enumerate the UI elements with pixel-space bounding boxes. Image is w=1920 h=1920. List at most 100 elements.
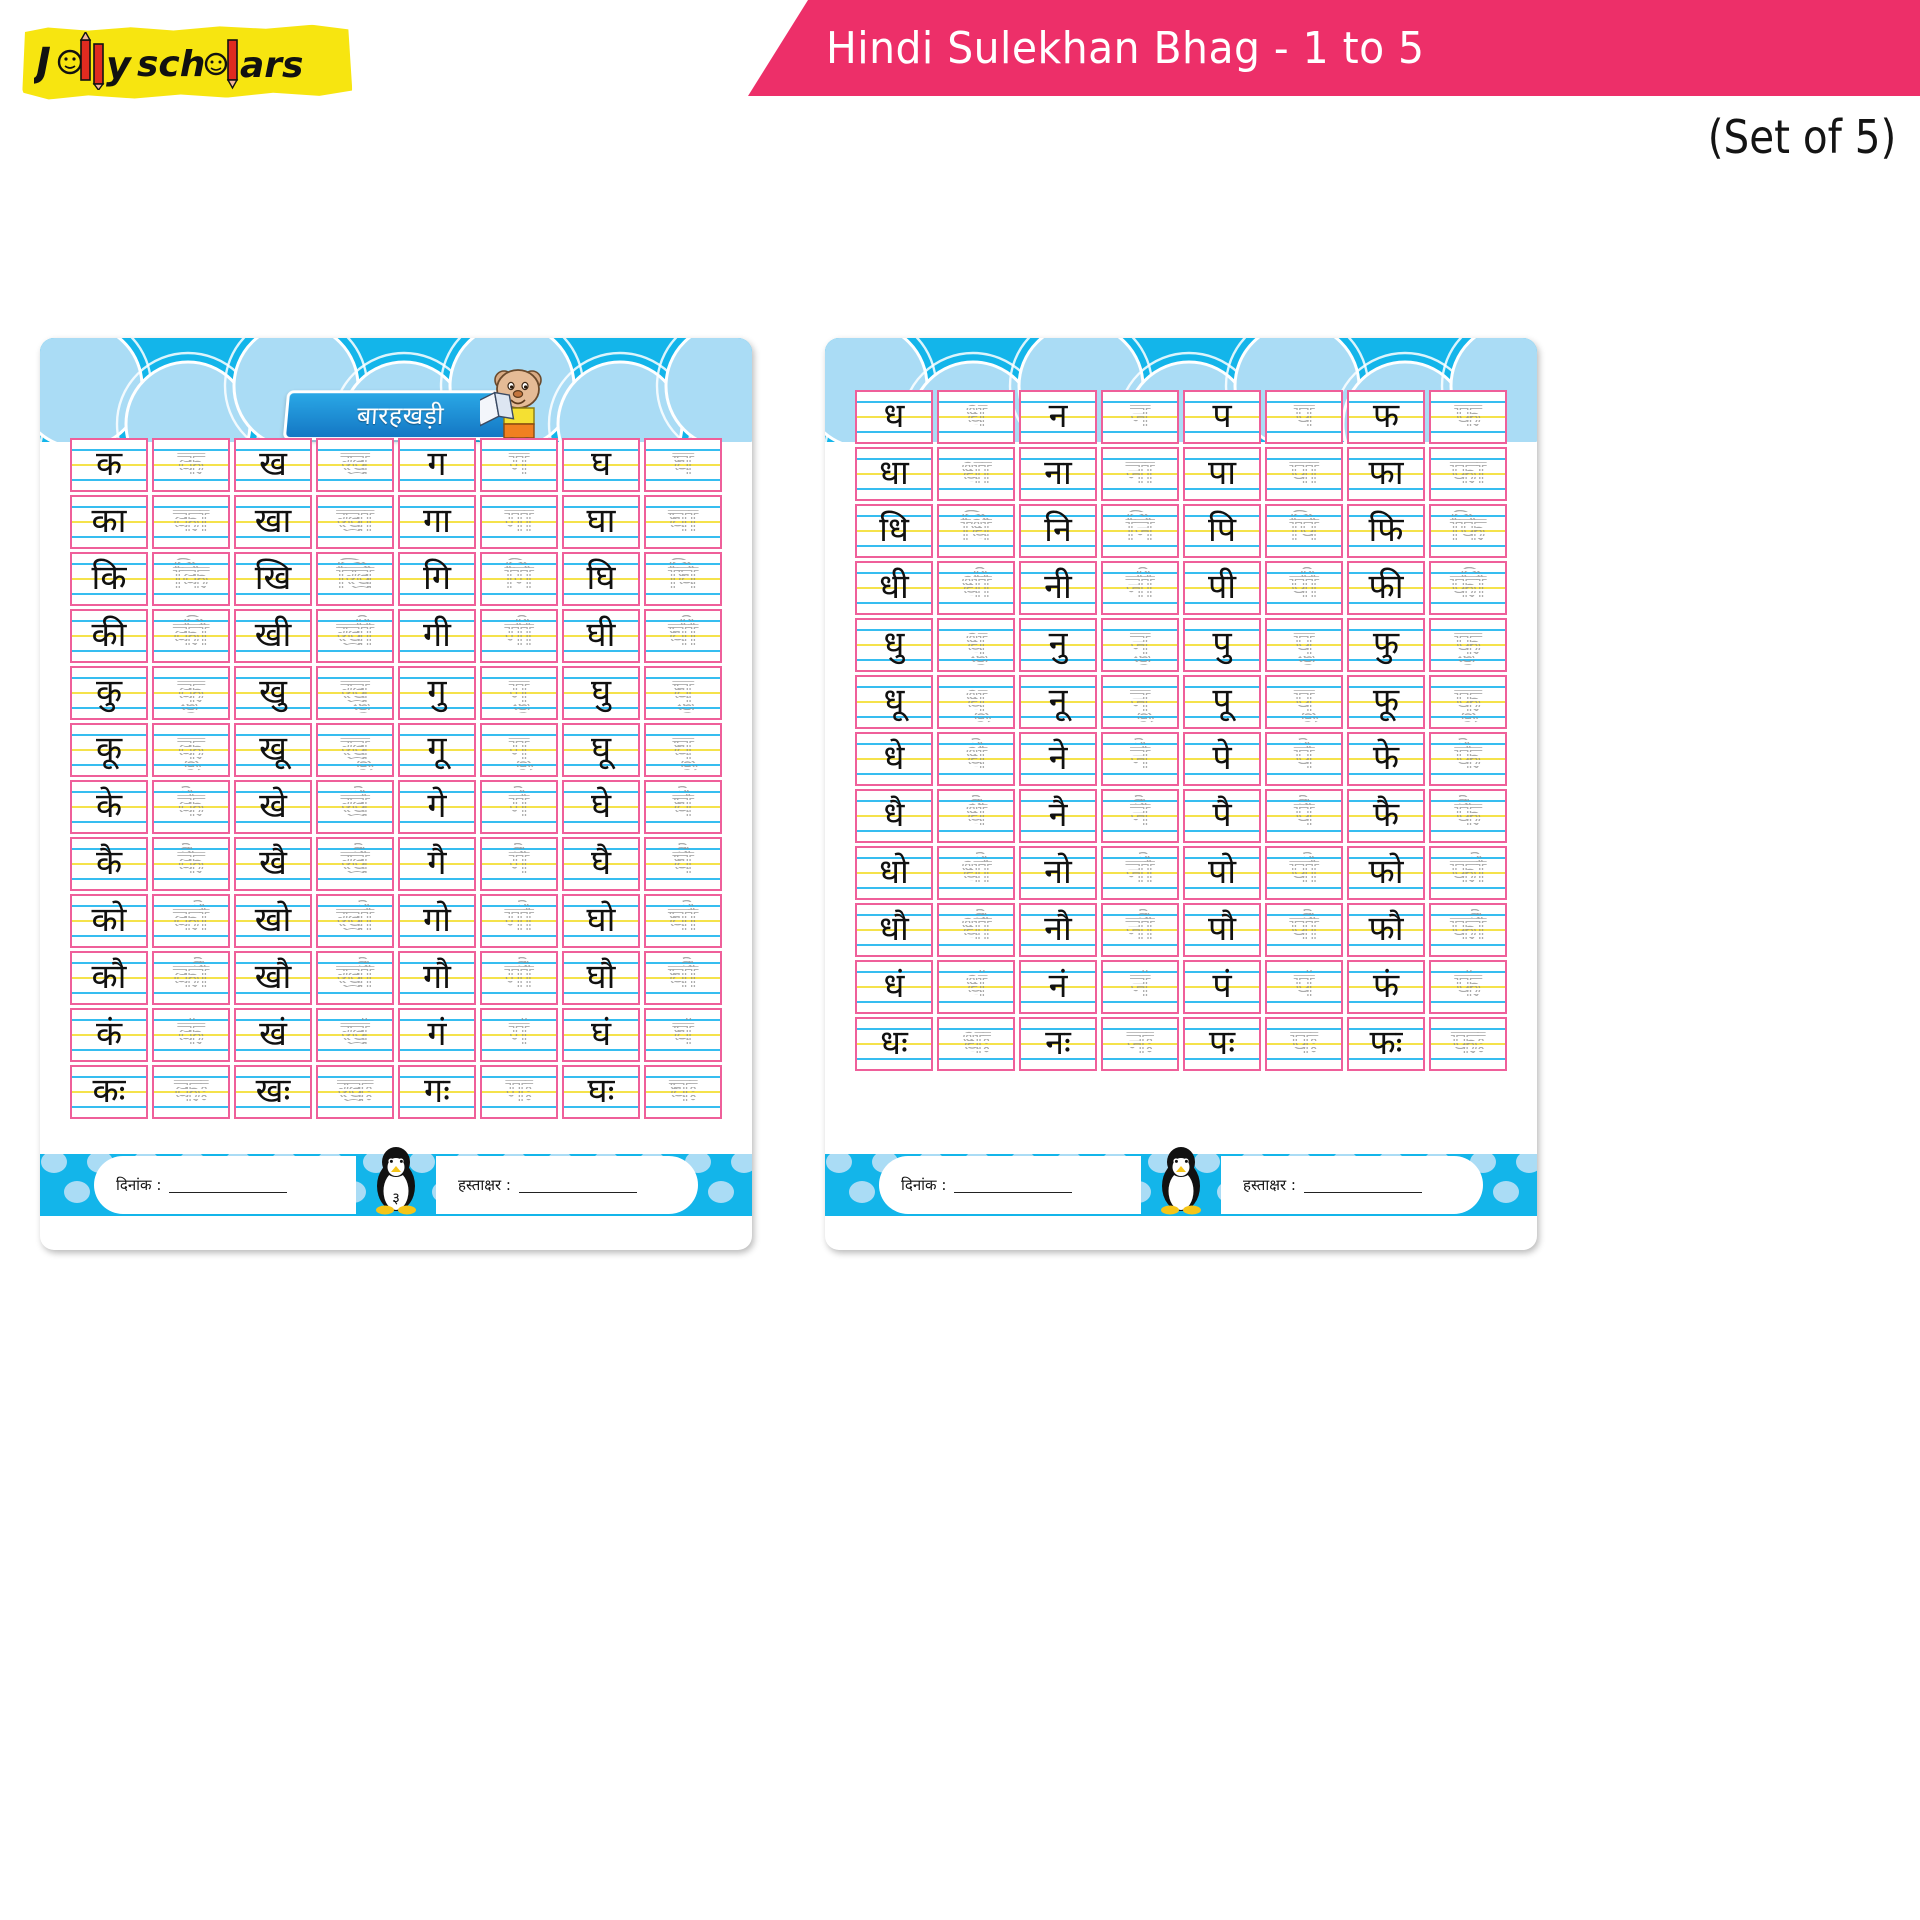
tracing-cell[interactable]: गै bbox=[480, 837, 558, 891]
tracing-cell[interactable]: गि bbox=[480, 552, 558, 606]
tracing-cell[interactable]: की bbox=[152, 609, 230, 663]
tracing-cell[interactable]: घो bbox=[644, 894, 722, 948]
tracing-cell[interactable]: फू bbox=[1429, 675, 1507, 729]
date-field-area[interactable]: दिनांक : bbox=[879, 1156, 1141, 1214]
tracing-cell[interactable]: खू bbox=[316, 723, 394, 777]
tracing-cell[interactable]: फौ bbox=[1429, 903, 1507, 957]
signature-field-area[interactable]: हस्ताक्षर : bbox=[1221, 1156, 1483, 1214]
tracing-cell[interactable]: धः bbox=[937, 1017, 1015, 1071]
signature-input-rule[interactable] bbox=[1303, 1178, 1422, 1193]
tracing-cell[interactable]: नी bbox=[1101, 561, 1179, 615]
tracing-cell[interactable]: खो bbox=[316, 894, 394, 948]
tracing-cell[interactable]: धै bbox=[937, 789, 1015, 843]
tracing-cell[interactable]: ग bbox=[480, 438, 558, 492]
tracing-cell[interactable]: घी bbox=[644, 609, 722, 663]
tracing-cell[interactable]: नू bbox=[1101, 675, 1179, 729]
tracing-cell[interactable]: पी bbox=[1265, 561, 1343, 615]
tracing-cell[interactable]: कू bbox=[152, 723, 230, 777]
tracing-cell[interactable]: फः bbox=[1429, 1017, 1507, 1071]
tracing-cell[interactable]: घ bbox=[644, 438, 722, 492]
tracing-cell[interactable]: नः bbox=[1101, 1017, 1179, 1071]
tracing-cell[interactable]: खं bbox=[316, 1008, 394, 1062]
tracing-cell[interactable]: धू bbox=[937, 675, 1015, 729]
tracing-cell[interactable]: को bbox=[152, 894, 230, 948]
tracing-cell[interactable]: फो bbox=[1429, 846, 1507, 900]
tracing-cell[interactable]: ना bbox=[1101, 447, 1179, 501]
tracing-cell[interactable]: पि bbox=[1265, 504, 1343, 558]
tracing-cell[interactable]: धो bbox=[937, 846, 1015, 900]
tracing-cell[interactable]: फा bbox=[1429, 447, 1507, 501]
tracing-cell[interactable]: फु bbox=[1429, 618, 1507, 672]
tracing-cell[interactable]: गः bbox=[480, 1065, 558, 1119]
tracing-cell[interactable]: घौ bbox=[644, 951, 722, 1005]
tracing-cell[interactable]: गु bbox=[480, 666, 558, 720]
tracing-cell[interactable]: घु bbox=[644, 666, 722, 720]
tracing-cell[interactable]: पु bbox=[1265, 618, 1343, 672]
tracing-cell[interactable]: ध bbox=[937, 390, 1015, 444]
tracing-cell[interactable]: खे bbox=[316, 780, 394, 834]
tracing-cell[interactable]: पै bbox=[1265, 789, 1343, 843]
tracing-cell[interactable]: गौ bbox=[480, 951, 558, 1005]
tracing-cell[interactable]: खः bbox=[316, 1065, 394, 1119]
tracing-cell[interactable]: गो bbox=[480, 894, 558, 948]
tracing-cell[interactable]: फि bbox=[1429, 504, 1507, 558]
tracing-cell[interactable]: नै bbox=[1101, 789, 1179, 843]
tracing-cell[interactable]: न bbox=[1101, 390, 1179, 444]
tracing-cell[interactable]: कि bbox=[152, 552, 230, 606]
tracing-cell[interactable]: धं bbox=[937, 960, 1015, 1014]
tracing-cell[interactable]: घू bbox=[644, 723, 722, 777]
tracing-cell[interactable]: फै bbox=[1429, 789, 1507, 843]
tracing-cell[interactable]: पं bbox=[1265, 960, 1343, 1014]
date-input-rule[interactable] bbox=[169, 1178, 288, 1193]
tracing-cell[interactable]: गं bbox=[480, 1008, 558, 1062]
tracing-cell[interactable]: गे bbox=[480, 780, 558, 834]
tracing-cell[interactable]: कौ bbox=[152, 951, 230, 1005]
tracing-cell[interactable]: खा bbox=[316, 495, 394, 549]
signature-field-area[interactable]: हस्ताक्षर : bbox=[436, 1156, 698, 1214]
tracing-cell[interactable]: कु bbox=[152, 666, 230, 720]
tracing-cell[interactable]: नु bbox=[1101, 618, 1179, 672]
date-input-rule[interactable] bbox=[954, 1178, 1073, 1193]
tracing-cell[interactable]: खि bbox=[316, 552, 394, 606]
tracing-cell[interactable]: फ bbox=[1429, 390, 1507, 444]
tracing-cell[interactable]: धा bbox=[937, 447, 1015, 501]
tracing-cell[interactable]: पू bbox=[1265, 675, 1343, 729]
tracing-cell[interactable]: धे bbox=[937, 732, 1015, 786]
tracing-cell[interactable]: पे bbox=[1265, 732, 1343, 786]
tracing-cell[interactable]: गू bbox=[480, 723, 558, 777]
tracing-cell[interactable]: घे bbox=[644, 780, 722, 834]
tracing-cell[interactable]: खौ bbox=[316, 951, 394, 1005]
tracing-cell[interactable]: धी bbox=[937, 561, 1015, 615]
tracing-cell[interactable]: कं bbox=[152, 1008, 230, 1062]
tracing-cell[interactable]: धु bbox=[937, 618, 1015, 672]
tracing-cell[interactable]: का bbox=[152, 495, 230, 549]
tracing-cell[interactable]: कै bbox=[152, 837, 230, 891]
tracing-cell[interactable]: नि bbox=[1101, 504, 1179, 558]
tracing-cell[interactable]: गा bbox=[480, 495, 558, 549]
tracing-cell[interactable]: कः bbox=[152, 1065, 230, 1119]
tracing-cell[interactable]: प bbox=[1265, 390, 1343, 444]
tracing-cell[interactable]: खु bbox=[316, 666, 394, 720]
tracing-cell[interactable]: धि bbox=[937, 504, 1015, 558]
tracing-cell[interactable]: नौ bbox=[1101, 903, 1179, 957]
tracing-cell[interactable]: फे bbox=[1429, 732, 1507, 786]
signature-input-rule[interactable] bbox=[518, 1178, 637, 1193]
tracing-cell[interactable]: नं bbox=[1101, 960, 1179, 1014]
tracing-cell[interactable]: घा bbox=[644, 495, 722, 549]
tracing-cell[interactable]: खी bbox=[316, 609, 394, 663]
tracing-cell[interactable]: ने bbox=[1101, 732, 1179, 786]
tracing-cell[interactable]: गी bbox=[480, 609, 558, 663]
tracing-cell[interactable]: पौ bbox=[1265, 903, 1343, 957]
tracing-cell[interactable]: धौ bbox=[937, 903, 1015, 957]
tracing-cell[interactable]: घै bbox=[644, 837, 722, 891]
tracing-cell[interactable]: पः bbox=[1265, 1017, 1343, 1071]
tracing-cell[interactable]: ख bbox=[316, 438, 394, 492]
tracing-cell[interactable]: घः bbox=[644, 1065, 722, 1119]
tracing-cell[interactable]: पो bbox=[1265, 846, 1343, 900]
tracing-cell[interactable]: घं bbox=[644, 1008, 722, 1062]
tracing-cell[interactable]: के bbox=[152, 780, 230, 834]
tracing-cell[interactable]: घि bbox=[644, 552, 722, 606]
tracing-cell[interactable]: नो bbox=[1101, 846, 1179, 900]
date-field-area[interactable]: दिनांक : bbox=[94, 1156, 356, 1214]
tracing-cell[interactable]: फी bbox=[1429, 561, 1507, 615]
